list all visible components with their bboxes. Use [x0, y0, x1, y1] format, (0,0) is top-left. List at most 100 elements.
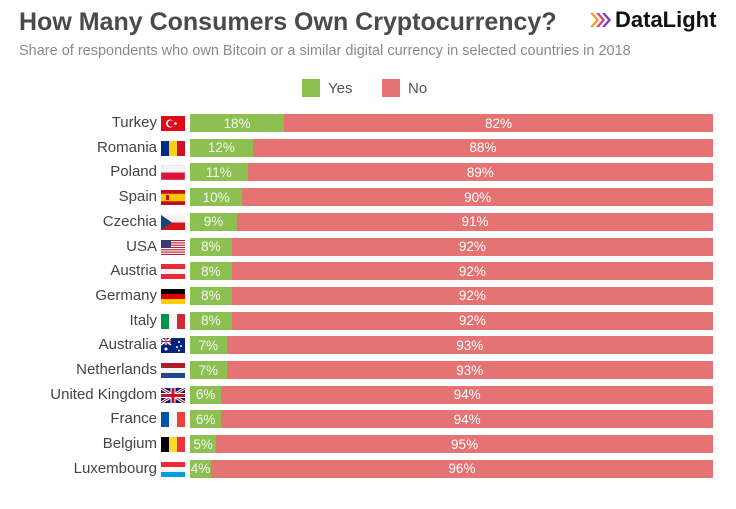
chart-row: USA 8% 92% — [0, 237, 736, 257]
chart-row: United Kingdom 6% 94% — [0, 385, 736, 405]
stacked-bar: 9% 91% — [190, 212, 713, 231]
stacked-bar: 12% 88% — [190, 138, 713, 157]
bar-segment-yes: 7% — [190, 336, 227, 355]
data-label-yes: 6% — [195, 387, 216, 403]
category-label: Australia — [98, 336, 157, 354]
turkey-flag-icon — [161, 116, 185, 131]
chart-row: Netherlands 7% 93% — [0, 360, 736, 380]
category-label: France — [110, 410, 157, 428]
chart-row: Austria 8% 92% — [0, 261, 736, 281]
netherlands-flag-icon — [161, 363, 185, 378]
bar-segment-yes: 8% — [190, 286, 232, 305]
datalight-logo: DataLight — [590, 6, 716, 34]
bar-segment-yes: 8% — [190, 237, 232, 256]
datalight-logo-text: DataLight — [615, 7, 717, 32]
data-label-no: 91% — [461, 214, 489, 230]
data-label-no: 95% — [451, 436, 479, 452]
chart-row: Australia 7% 93% — [0, 335, 736, 355]
data-label-yes: 11% — [205, 164, 232, 180]
spain-flag-icon — [161, 190, 185, 206]
stacked-bar: 11% 89% — [190, 163, 713, 182]
chart-row: Luxembourg 4% 96% — [0, 459, 736, 479]
bar-segment-no: 96% — [210, 459, 713, 478]
data-label-no: 92% — [458, 239, 486, 254]
czechia-flag-icon — [161, 214, 185, 230]
france-flag-icon — [161, 412, 185, 428]
data-label-no: 96% — [448, 461, 476, 477]
chart-row: Turkey 18% 82% — [0, 113, 736, 133]
chart-row: Italy 8% 92% — [0, 311, 736, 331]
data-label-yes: 8% — [201, 263, 221, 279]
chart-row: Belgium 5% 95% — [0, 434, 736, 454]
data-label-no: 94% — [453, 387, 481, 403]
bar-segment-no: 95% — [216, 435, 713, 454]
stacked-bar: 7% 93% — [190, 336, 713, 355]
bar-segment-no: 93% — [226, 336, 713, 355]
data-label-yes: 6% — [195, 411, 216, 427]
data-label-yes: 7% — [198, 362, 219, 378]
chart-legend: Yes No — [0, 78, 736, 98]
category-label: Spain — [118, 188, 157, 206]
stacked-bar: 8% 92% — [190, 262, 713, 281]
data-label-yes: 12% — [207, 140, 235, 156]
data-label-no: 82% — [485, 115, 513, 131]
stacked-bar: 6% 94% — [190, 385, 713, 404]
stacked-bar: 10% 90% — [190, 188, 713, 207]
data-label-no: 93% — [456, 337, 484, 353]
data-label-no: 92% — [458, 263, 486, 279]
bar-segment-no: 94% — [221, 385, 713, 404]
category-label: Italy — [129, 311, 157, 329]
stacked-bar: 4% 96% — [190, 459, 713, 478]
stacked-bar: 5% 95% — [190, 435, 713, 454]
bar-segment-no: 90% — [242, 188, 713, 207]
romania-flag-icon — [161, 140, 185, 156]
chart-row: Poland 11% 89% — [0, 162, 736, 182]
chart-row: France 6% 94% — [0, 409, 736, 429]
chart-subtitle: Share of respondents who own Bitcoin or … — [19, 43, 631, 59]
data-label-no: 90% — [464, 189, 492, 205]
bar-segment-yes: 11% — [190, 163, 248, 182]
datalight-chevrons-icon — [590, 13, 611, 27]
bar-segment-yes: 18% — [190, 114, 285, 132]
bar-segment-yes: 9% — [190, 212, 238, 231]
category-label: Germany — [95, 286, 157, 304]
data-label-yes: 8% — [201, 313, 221, 329]
italy-flag-icon — [161, 313, 185, 329]
stacked-bar: 8% 92% — [190, 311, 713, 330]
bar-segment-yes: 4% — [190, 459, 211, 478]
data-label-no: 88% — [469, 140, 497, 156]
data-label-no: 89% — [466, 164, 494, 180]
bar-segment-no: 89% — [247, 163, 713, 182]
data-label-no: 93% — [456, 362, 484, 378]
data-label-yes: 5% — [193, 436, 213, 452]
austria-flag-icon — [161, 264, 185, 280]
belgium-flag-icon — [161, 437, 185, 453]
legend-label-no: No — [408, 79, 428, 97]
data-label-no: 94% — [453, 411, 481, 427]
legend-swatch-no — [382, 79, 400, 97]
stacked-bar: 8% 92% — [190, 237, 713, 256]
bar-segment-yes: 12% — [190, 138, 253, 157]
bar-segment-no: 92% — [231, 286, 713, 305]
luxembourg-flag-icon — [161, 461, 185, 477]
data-label-yes: 7% — [198, 337, 219, 353]
category-label: Netherlands — [76, 361, 157, 378]
category-label: Belgium — [102, 435, 157, 453]
data-label-yes: 9% — [203, 214, 224, 230]
bar-segment-yes: 7% — [190, 361, 227, 379]
germany-flag-icon — [161, 288, 185, 304]
category-label: Romania — [96, 138, 157, 156]
legend-label-yes: Yes — [328, 79, 353, 97]
bar-segment-yes: 6% — [190, 385, 222, 404]
poland-flag-icon — [160, 165, 186, 181]
bar-segment-no: 93% — [226, 361, 713, 379]
category-label: Czechia — [102, 212, 157, 230]
bar-segment-no: 94% — [221, 410, 713, 429]
legend-item-no: No — [382, 78, 427, 98]
stacked-bar: 18% 82% — [190, 114, 713, 132]
category-label: Turkey — [111, 114, 157, 131]
chart-row: Romania 12% 88% — [0, 138, 736, 158]
category-label: USA — [126, 237, 157, 255]
data-label-yes: 4% — [190, 461, 211, 477]
